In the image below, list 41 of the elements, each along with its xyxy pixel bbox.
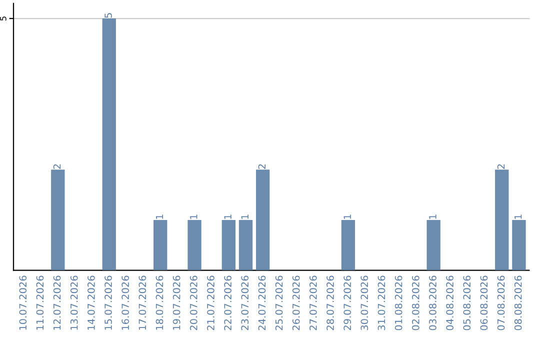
x-tick-label: 08.08.2026 bbox=[514, 276, 522, 330]
x-tick-label: 12.07.2026 bbox=[53, 276, 61, 330]
data-label: 1 bbox=[224, 214, 232, 219]
x-tick-label: 16.07.2026 bbox=[122, 276, 130, 330]
x-tick-label: 29.07.2026 bbox=[344, 276, 352, 330]
x-tick-label: 01.08.2026 bbox=[394, 276, 402, 330]
data-label: 1 bbox=[241, 214, 248, 219]
x-tick-label: 20.07.2026 bbox=[190, 276, 198, 330]
data-label: 1 bbox=[156, 214, 164, 219]
data-label: 2 bbox=[53, 164, 61, 169]
data-label: 1 bbox=[190, 214, 198, 219]
data-label: 1 bbox=[344, 214, 351, 219]
x-tick-label: 25.07.2026 bbox=[275, 276, 283, 330]
x-tick-label: 24.07.2026 bbox=[258, 276, 266, 330]
x-tick-label: 27.07.2026 bbox=[310, 276, 317, 330]
x-tick-label: 19.07.2026 bbox=[172, 276, 180, 330]
x-tick-label: 05.08.2026 bbox=[463, 276, 471, 330]
x-tick-label: 15.07.2026 bbox=[104, 276, 112, 330]
x-tick-label: 17.07.2026 bbox=[138, 276, 146, 330]
x-tick-label: 28.07.2026 bbox=[326, 276, 334, 330]
x-tick-label: 07.08.2026 bbox=[497, 276, 505, 330]
data-label: 2 bbox=[497, 164, 505, 169]
x-tick-label: 03.08.2026 bbox=[429, 276, 436, 330]
x-tick-label: 22.07.2026 bbox=[224, 276, 232, 330]
x-tick-label: 31.07.2026 bbox=[378, 276, 386, 330]
x-tick-label: 10.07.2026 bbox=[19, 276, 27, 330]
x-tick-label: 11.07.2026 bbox=[36, 276, 44, 330]
x-tick-label: 13.07.2026 bbox=[70, 276, 78, 330]
data-label: 1 bbox=[429, 214, 436, 219]
x-tick-label: 14.07.2026 bbox=[88, 276, 95, 330]
x-tick-label: 18.07.2026 bbox=[156, 276, 164, 330]
x-tick-label: 23.07.2026 bbox=[241, 276, 249, 330]
x-tick-label: 21.07.2026 bbox=[207, 276, 214, 330]
data-label: 5 bbox=[104, 13, 112, 18]
x-tick-label: 02.08.2026 bbox=[412, 276, 420, 330]
x-tick-label: 06.08.2026 bbox=[480, 276, 488, 330]
x-tick-label: 04.08.2026 bbox=[446, 276, 454, 330]
data-label: 2 bbox=[258, 164, 266, 169]
x-tick-label: 30.07.2026 bbox=[360, 276, 368, 330]
x-tick-label: 26.07.2026 bbox=[292, 276, 300, 330]
data-label: 1 bbox=[514, 214, 522, 219]
